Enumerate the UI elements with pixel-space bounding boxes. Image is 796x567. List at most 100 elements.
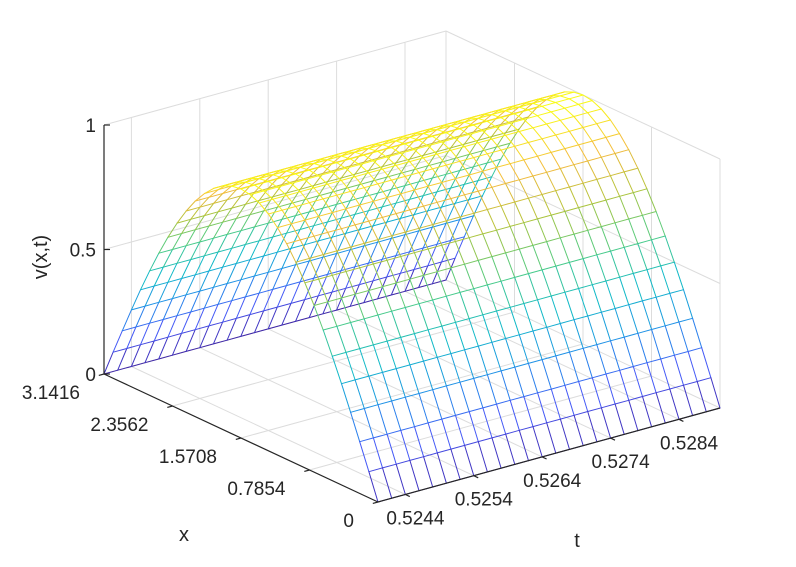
mesh-line <box>354 290 370 295</box>
mesh-line <box>181 218 192 234</box>
x-tick <box>235 437 242 440</box>
mesh-line <box>605 369 621 375</box>
mesh-line <box>514 116 529 122</box>
mesh-line <box>441 325 452 355</box>
mesh-line <box>153 266 164 287</box>
mesh-line <box>463 121 475 126</box>
mesh-line <box>336 190 351 196</box>
mesh-line <box>468 318 479 347</box>
mesh-line <box>514 113 525 120</box>
mesh-line <box>628 399 639 432</box>
mesh-line <box>505 134 516 147</box>
mesh-line <box>464 441 479 446</box>
mesh-line <box>655 292 671 298</box>
mesh-line <box>345 229 360 234</box>
mesh-line <box>468 130 484 135</box>
mesh-line <box>363 151 374 163</box>
mesh-line <box>427 418 443 424</box>
mesh-line <box>559 323 570 353</box>
t-tick-label: 0.5284 <box>660 433 719 454</box>
mesh-line <box>550 291 566 297</box>
mesh-line <box>249 190 265 196</box>
mesh-line <box>313 301 329 306</box>
mesh-line <box>290 223 301 241</box>
mesh-line <box>614 218 630 224</box>
mesh-line <box>600 222 616 228</box>
mesh-line <box>550 210 566 216</box>
mesh-line <box>486 146 497 164</box>
mesh-line <box>308 195 319 213</box>
mesh-line <box>359 160 374 166</box>
mesh-line <box>418 129 429 133</box>
mesh-line <box>295 211 310 217</box>
mesh-line <box>313 256 324 279</box>
mesh-line <box>290 182 301 193</box>
mesh-line <box>527 197 538 220</box>
mesh-line <box>683 381 698 386</box>
mesh-line <box>432 389 443 420</box>
mesh-line <box>587 156 602 162</box>
mesh-line <box>144 301 160 307</box>
mesh-line <box>194 215 205 231</box>
mesh-line <box>368 168 383 174</box>
mesh-line <box>194 307 205 331</box>
mesh-line <box>450 353 461 383</box>
mesh-line <box>436 129 447 134</box>
mesh-line <box>414 426 425 458</box>
mesh-line <box>582 347 593 379</box>
mesh-line <box>500 366 516 372</box>
mesh-line <box>500 201 516 207</box>
mesh-line <box>409 247 424 253</box>
mesh-line <box>605 280 616 309</box>
mesh-line <box>345 204 361 210</box>
mesh-line <box>386 336 402 342</box>
mesh-line <box>322 250 338 256</box>
mesh-line <box>569 351 580 382</box>
mesh-line <box>267 181 278 188</box>
mesh-line <box>295 170 306 182</box>
mesh-line <box>609 171 625 177</box>
mesh-line <box>431 161 442 179</box>
mesh-line <box>619 133 630 151</box>
mesh-line <box>404 143 415 150</box>
mesh-line <box>240 314 251 337</box>
mesh-line <box>564 384 575 416</box>
mesh-line <box>431 222 447 228</box>
mesh-line <box>413 265 429 270</box>
mesh-line <box>340 176 356 181</box>
t-tick <box>678 418 684 422</box>
mesh-line <box>244 275 255 298</box>
mesh-line <box>226 263 237 284</box>
mesh-line <box>450 349 466 355</box>
mesh-line <box>587 160 598 180</box>
mesh-line <box>619 276 630 306</box>
mesh-line <box>632 366 643 397</box>
mesh-line <box>413 329 429 335</box>
mesh-line <box>349 184 360 202</box>
mesh-line <box>509 399 520 431</box>
mesh-line <box>441 187 452 208</box>
mesh-line <box>582 344 598 349</box>
mesh-line <box>363 157 379 163</box>
mesh-line <box>313 187 324 200</box>
mesh-line <box>395 282 406 308</box>
mesh-line <box>308 202 320 217</box>
mesh-line <box>473 121 484 133</box>
mesh-line <box>290 170 306 176</box>
mesh-line <box>217 233 228 253</box>
mesh-line <box>509 163 520 181</box>
mesh-line <box>610 336 625 342</box>
mesh-line <box>149 252 160 272</box>
mesh-line <box>441 418 452 450</box>
mesh-line <box>459 157 475 162</box>
mesh-line <box>368 375 379 406</box>
mesh-line <box>336 287 347 311</box>
mesh-line <box>532 426 543 458</box>
mesh-line <box>372 437 383 469</box>
mesh-line <box>363 314 379 320</box>
mesh-line <box>486 149 502 155</box>
mesh-line <box>400 256 411 280</box>
mesh-line <box>591 284 602 313</box>
mesh-line <box>185 290 201 296</box>
mesh-line <box>382 282 397 288</box>
